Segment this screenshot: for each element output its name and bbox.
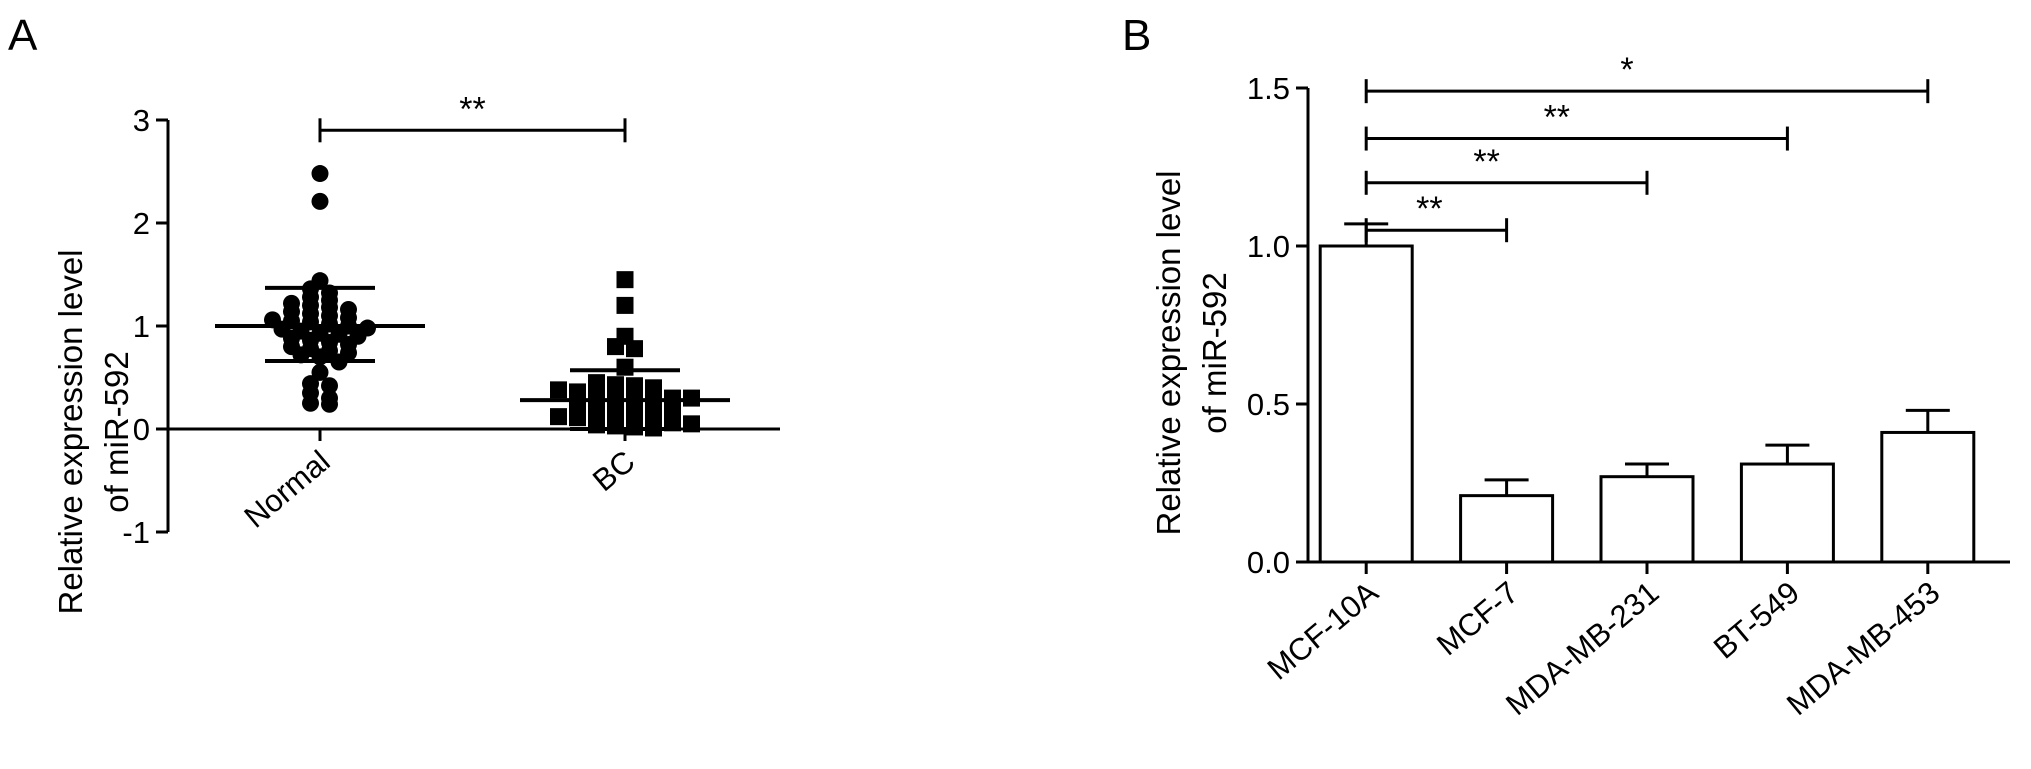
panel-a-ylabel-line2: of miR-592 <box>98 351 135 512</box>
bc-data-point <box>550 381 567 399</box>
panel-a-points <box>264 165 700 437</box>
panel-b-category-label: MDA-MB-231 <box>1499 575 1665 723</box>
bc-data-point <box>664 389 681 407</box>
bc-data-point <box>626 377 643 395</box>
panel-b-ytick-label: 1.0 <box>1247 229 1290 264</box>
panel-a-ytick-label: 3 <box>133 103 150 138</box>
panel-a-ytick-label: 2 <box>133 206 150 241</box>
bc-data-point <box>616 358 634 376</box>
panel-a: A Relative expression level of miR-592 -… <box>8 11 780 615</box>
bar-mda-mb-453 <box>1880 430 1976 564</box>
panel-b-ylabel-line1: Relative expression level <box>1150 170 1187 535</box>
bar-mcf-7 <box>1459 494 1555 564</box>
normal-data-point <box>340 301 357 319</box>
normal-data-point <box>311 363 329 381</box>
bc-data-point <box>616 327 634 345</box>
panel-a-significance: ** <box>318 90 627 143</box>
significance-label: * <box>1620 51 1633 89</box>
panel-b-significance: ******* <box>1364 51 1930 243</box>
panel-b-ytick-label: 0.5 <box>1247 387 1290 422</box>
bar-mcf-10a <box>1318 244 1414 564</box>
normal-data-point <box>302 375 319 393</box>
normal-data-point <box>321 389 338 407</box>
panel-b-ytick-label: 0.0 <box>1247 545 1290 580</box>
normal-data-point <box>321 377 338 395</box>
panel-b-category-label: BT-549 <box>1707 575 1806 666</box>
bar-bt-549 <box>1739 462 1835 564</box>
bc-data-point <box>607 376 624 394</box>
bc-data-point <box>683 415 700 433</box>
normal-data-point <box>359 319 376 337</box>
bc-data-point <box>616 296 634 314</box>
bc-data-point <box>588 374 605 392</box>
normal-data-point <box>311 192 329 210</box>
bc-data-point <box>569 383 586 401</box>
significance-label: ** <box>1416 190 1442 228</box>
panel-a-category-label: Normal <box>237 444 336 535</box>
bc-data-point <box>616 271 634 289</box>
panel-a-label: A <box>8 11 38 60</box>
normal-data-point <box>311 165 329 183</box>
panel-b-label: B <box>1122 11 1151 60</box>
normal-data-point <box>283 294 300 312</box>
bc-data-point <box>550 408 567 426</box>
panel-b-category-label: MCF-7 <box>1430 575 1525 663</box>
panel-a-summary-lines <box>215 285 730 431</box>
significance-label: ** <box>459 90 485 128</box>
panel-a-ytick-label: -1 <box>122 515 150 550</box>
panel-a-ytick-label: 1 <box>133 309 150 344</box>
panel-b-category-label: MCF-10A <box>1261 574 1385 686</box>
panel-a-ylabel-line1: Relative expression level <box>52 249 89 614</box>
significance-label: ** <box>1544 99 1570 137</box>
normal-data-point <box>311 272 329 290</box>
panel-b-ylabel-line2: of miR-592 <box>1196 272 1233 433</box>
panel-b-category-label: MDA-MB-453 <box>1780 575 1946 723</box>
bc-data-point <box>645 379 662 397</box>
panel-b-ytick-label: 1.5 <box>1247 71 1290 106</box>
bar-mda-mb-231 <box>1599 475 1695 564</box>
panel-b: B Relative expression level of miR-592 0… <box>1122 11 2010 722</box>
significance-label: ** <box>1473 143 1499 181</box>
panel-a-ytick-label: 0 <box>133 412 150 447</box>
bc-data-point <box>683 389 700 407</box>
panel-b-bars <box>1318 222 1976 564</box>
panel-a-category-label: BC <box>586 444 641 499</box>
